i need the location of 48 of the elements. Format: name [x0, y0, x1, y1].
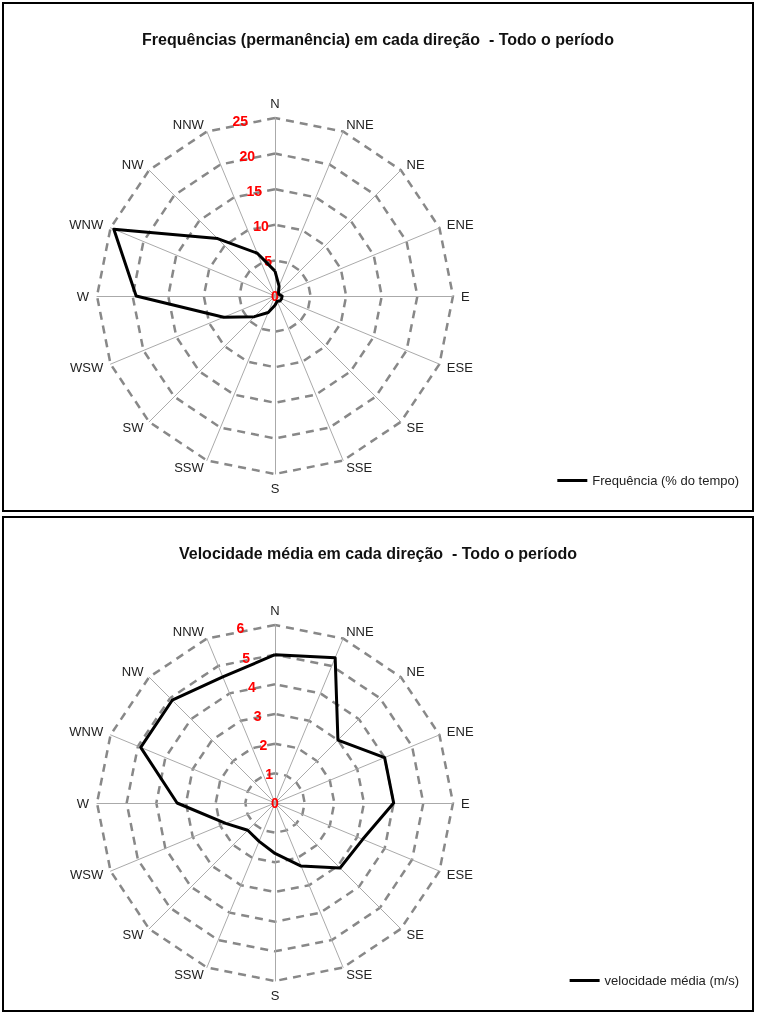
- spoke-label: NW: [121, 156, 145, 172]
- spoke-label: ENE: [446, 217, 474, 233]
- spoke-label: WSW: [69, 359, 104, 375]
- spoke-label: NNW: [172, 623, 205, 639]
- spoke-label: WNW: [69, 217, 104, 233]
- y-tick-label: 15: [246, 183, 263, 200]
- spoke-label: WSW: [69, 866, 104, 882]
- spoke-label: WNW: [69, 724, 104, 740]
- spoke-label: NNE: [346, 116, 374, 132]
- spoke-label: SE: [406, 420, 425, 436]
- spoke-label: SSW: [174, 460, 205, 476]
- spoke-label: N: [270, 96, 280, 111]
- y-tick-label: 10: [253, 218, 270, 235]
- spoke-label: SE: [406, 927, 425, 943]
- spoke-label: NNW: [172, 116, 205, 132]
- y-tick-label: 3: [253, 707, 262, 724]
- y-tick-label: 25: [232, 113, 249, 130]
- spoke-label: NNE: [346, 623, 374, 639]
- chart-title: Velocidade média em cada direção - Todo o período: [178, 544, 578, 562]
- y-tick-label: 5: [242, 649, 251, 666]
- spoke-label: W: [76, 288, 90, 304]
- y-tick-label: 0: [271, 795, 280, 811]
- spoke-label: SSE: [346, 967, 373, 983]
- y-tick-label: 2: [259, 736, 268, 753]
- spoke-label: SW: [122, 927, 145, 943]
- legend-label: Frequência (% do tempo): [592, 473, 740, 488]
- spoke-label: S: [270, 481, 280, 496]
- y-tick-label: 0: [271, 288, 280, 304]
- spoke-label: N: [270, 603, 280, 618]
- spoke-label: SSW: [174, 967, 205, 983]
- chart-title: Frequências (permanência) em cada direção - Todo o período: [142, 30, 615, 48]
- spoke-label: ESE: [446, 359, 474, 375]
- spoke-label: NE: [406, 156, 425, 172]
- spoke-label: NE: [406, 663, 425, 679]
- spoke-label: E: [461, 795, 470, 811]
- y-tick-label: 1: [265, 765, 274, 782]
- spoke-label: E: [461, 288, 470, 304]
- spoke-label: ENE: [446, 724, 474, 740]
- spoke-label: SSE: [346, 460, 373, 476]
- spoke-label: ESE: [446, 866, 474, 882]
- y-tick-label: 4: [247, 678, 256, 695]
- y-tick-label: 6: [236, 620, 245, 637]
- spoke-label: S: [270, 988, 280, 1003]
- spoke-label: NW: [121, 663, 145, 679]
- y-tick-label: 20: [239, 148, 256, 165]
- spoke-label: SW: [122, 420, 145, 436]
- spoke-label: W: [76, 795, 90, 811]
- legend-label: velocidade média (m/s): [604, 973, 739, 988]
